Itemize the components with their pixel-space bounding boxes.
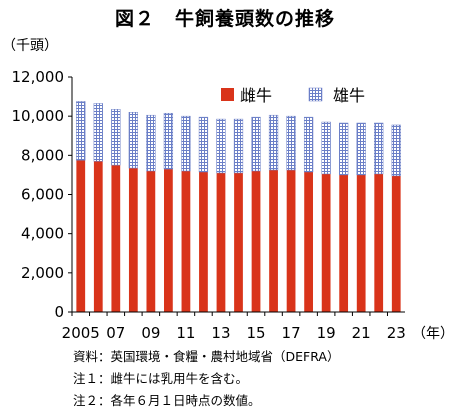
x-tick-label: 15 (246, 324, 265, 342)
bar-male-2005 (76, 101, 86, 161)
bar-male-2020 (339, 122, 349, 176)
x-tick-label: 21 (352, 324, 371, 342)
chart-title: 図２ 牛飼養頭数の推移 (114, 8, 335, 30)
bar-male-2010 (163, 112, 174, 170)
y-tick-label: 6,000 (21, 186, 64, 204)
bar-male-2013 (216, 118, 226, 174)
bar-male-2015 (251, 116, 261, 172)
ticks-layer: 0 2,000 4,000 6,000 8,000 10,000 12,000 2005 07 0… (12, 68, 406, 342)
bar-male-2006 (93, 103, 103, 162)
bars-layer (76, 101, 401, 312)
x-tick-label: 23 (387, 324, 406, 342)
bar-male-2011 (181, 115, 191, 172)
bar-female-2014 (234, 172, 243, 312)
bar-male-2016 (268, 114, 279, 171)
bar-female-2009 (146, 171, 156, 312)
y-tick-label: 12,000 (12, 68, 65, 86)
bar-male-2008 (128, 112, 138, 169)
bar-female-2012 (199, 171, 208, 312)
bar-male-2018 (303, 116, 314, 173)
x-axis-unit: （年） (412, 326, 450, 342)
bar-female-2008 (128, 168, 138, 312)
x-tick-label: 19 (317, 324, 336, 342)
bar-female-2022 (374, 173, 384, 312)
bar-male-2023 (391, 124, 401, 177)
y-tick-label: 2,000 (21, 264, 64, 282)
bar-female-2021 (356, 174, 366, 312)
bar-female-2020 (339, 174, 349, 312)
bar-female-2019 (321, 173, 331, 312)
y-tick-label: 8,000 (21, 146, 64, 164)
x-tick-label: 09 (141, 324, 160, 342)
bar-male-2009 (146, 114, 156, 172)
bar-female-2016 (269, 170, 278, 312)
y-tick-label: 0 (54, 303, 64, 321)
legend-label-male: 雄牛 (333, 86, 365, 105)
y-tick-label: 4,000 (21, 225, 64, 243)
bar-female-2015 (251, 171, 261, 312)
bar-male-2021 (356, 122, 366, 176)
bar-male-2014 (233, 118, 244, 174)
x-tick-label: 13 (211, 324, 230, 342)
bar-female-2005 (76, 160, 86, 312)
bar-female-2017 (286, 170, 296, 312)
bar-male-2007 (111, 109, 121, 166)
bar-male-2012 (198, 116, 209, 173)
legend: 雌牛 雄牛 (221, 86, 365, 105)
bar-female-2007 (111, 165, 121, 312)
bar-female-2010 (164, 169, 173, 312)
x-tick-label: 2005 (62, 324, 100, 342)
legend-label-female: 雌牛 (240, 86, 272, 105)
bar-male-2019 (321, 121, 331, 175)
bar-male-2022 (374, 122, 384, 175)
note-2: 注２：各年６月１日時点の数値。 (73, 393, 261, 408)
y-tick-label: 10,000 (12, 107, 65, 125)
x-tick-label: 11 (176, 324, 195, 342)
bar-female-2006 (93, 161, 103, 312)
y-axis-unit: （千頭） (2, 38, 58, 54)
bar-female-2018 (304, 171, 313, 312)
source-note: 資料：英国環境・食糧・農村地域省（DEFRA） (73, 349, 340, 364)
bar-female-2023 (391, 175, 401, 312)
legend-swatch-male (308, 87, 323, 102)
bar-male-2017 (286, 115, 296, 171)
x-tick-label: 17 (282, 324, 301, 342)
note-1: 注１：雌牛には乳用牛を含む。 (73, 371, 249, 386)
x-tick-label: 07 (106, 324, 125, 342)
legend-swatch-female (221, 88, 234, 101)
bar-female-2011 (181, 171, 191, 312)
bar-female-2013 (216, 172, 226, 312)
